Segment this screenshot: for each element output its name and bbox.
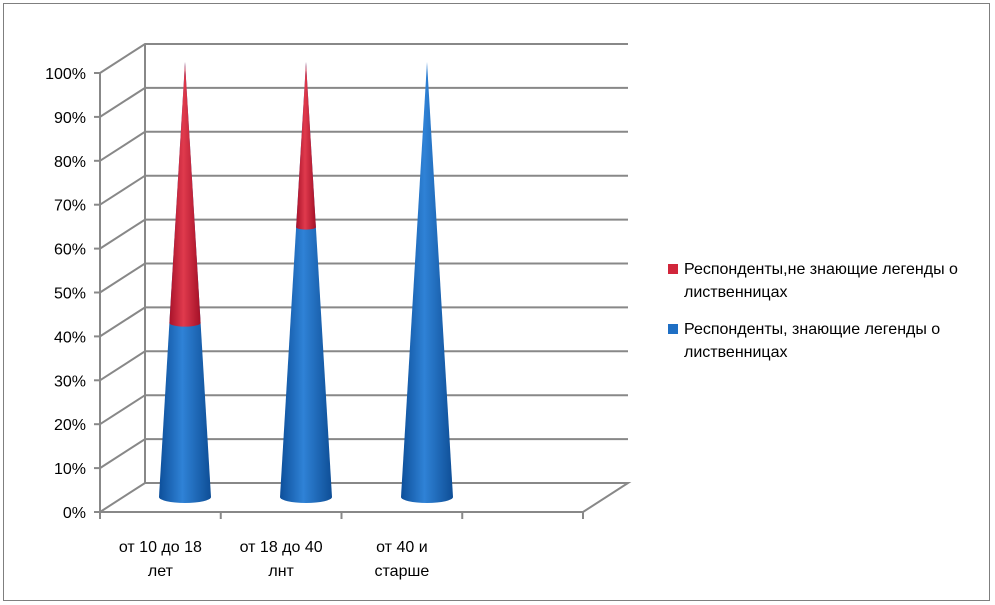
gridline <box>99 86 628 118</box>
gridline <box>99 438 628 469</box>
cone-3 <box>401 62 453 503</box>
cones <box>159 62 453 503</box>
y-tick-label: 60% <box>54 242 86 259</box>
y-tick-label: 70% <box>54 198 86 215</box>
legend-item-not-knowing: Респонденты,не знающие легенды о листвен… <box>668 258 988 304</box>
gridline <box>99 350 628 382</box>
gridline <box>99 306 628 338</box>
x-axis: от 10 до 18 лет от 18 до 40 лнт от 40 и старш… <box>99 511 584 580</box>
gridlines <box>99 43 628 469</box>
bar-segment-knowing <box>401 62 453 503</box>
legend-label-knowing: Респонденты, знающие легенды о лиственни… <box>684 321 941 361</box>
legend-item-knowing: Респонденты, знающие легенды о лиственни… <box>668 318 988 364</box>
y-tick-label: 90% <box>54 110 86 127</box>
gridline <box>99 394 628 426</box>
gridline <box>99 130 628 162</box>
y-tick-label: 10% <box>54 461 86 478</box>
bar-segment-knowing <box>280 62 332 503</box>
gridline <box>99 43 628 74</box>
y-tick-label: 20% <box>54 417 86 434</box>
y-axis: 0% 10% 20% 30% 40% 50% 60% 70% 80% 90% 100% <box>45 66 100 522</box>
y-tick-label: 100% <box>45 66 86 83</box>
y-tick-label: 50% <box>54 286 86 303</box>
y-tick-label: 30% <box>54 373 86 390</box>
x-tick-label: от 10 до 18 лет <box>119 539 202 580</box>
cone-2 <box>280 62 332 503</box>
y-tick-label: 0% <box>63 505 86 522</box>
bar-segment-not-knowing <box>169 62 201 327</box>
chart-frame <box>3 3 990 601</box>
legend-label-not-knowing: Респонденты,не знающие легенды о листвен… <box>684 261 958 301</box>
gridline <box>99 174 628 206</box>
cone-1 <box>159 62 211 503</box>
x-tick-label: от 40 и старше <box>375 539 430 580</box>
gridline <box>99 218 628 250</box>
legend-swatch-blue <box>668 324 678 334</box>
bar-segment-not-knowing <box>296 62 316 230</box>
legend: Респонденты,не знающие легенды о листвен… <box>668 258 988 378</box>
legend-swatch-red <box>668 264 678 274</box>
y-tick-label: 80% <box>54 154 86 171</box>
gridline <box>99 262 628 294</box>
x-tick-label: от 18 до 40 лнт <box>240 539 323 580</box>
y-tick-label: 40% <box>54 329 86 346</box>
